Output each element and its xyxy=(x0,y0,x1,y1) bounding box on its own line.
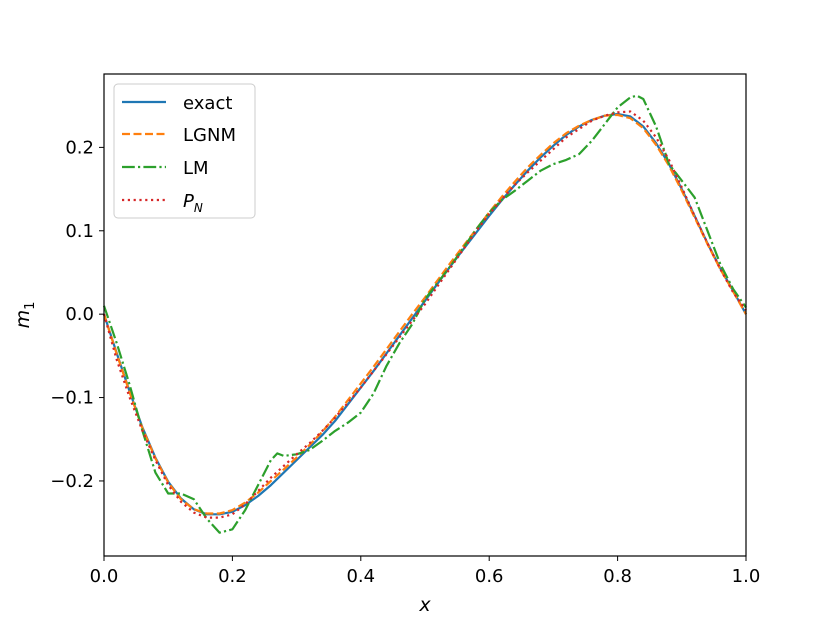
ticks-layer: 0.0 0.2 0.4 0.6 0.8 1.0 −0.2 −0.1 0.0 0.1 0.2 xyxy=(50,137,760,587)
x-tick-label: 0.4 xyxy=(346,566,375,587)
series-line-lgnm xyxy=(102,113,747,515)
x-tick-label: 0.6 xyxy=(475,566,504,587)
legend-label-lgnm: LGNM xyxy=(183,125,236,146)
x-axis-label: x xyxy=(418,594,431,616)
legend: exact LGNM LM PN xyxy=(113,83,256,219)
legend-entry-lgnm: LGNM xyxy=(122,125,236,146)
y-axis-label-sub: 1 xyxy=(23,302,38,310)
series-layer xyxy=(102,94,747,534)
x-tick-label: 0.8 xyxy=(603,566,632,587)
y-axis-label: m1 xyxy=(12,302,38,329)
y-tick-label: −0.1 xyxy=(50,388,94,409)
legend-box xyxy=(113,83,256,219)
y-tick-label: 0.1 xyxy=(65,221,94,242)
series-line-p-n xyxy=(102,110,747,519)
x-tick-label: 0.2 xyxy=(218,566,247,587)
legend-label-exact: exact xyxy=(183,93,232,114)
x-tick-label: 0.0 xyxy=(90,566,119,587)
plot-frame xyxy=(103,73,747,557)
legend-entry-pn: PN xyxy=(122,191,203,215)
legend-label-pn-sub: N xyxy=(194,201,203,215)
y-tick-label: 0.2 xyxy=(65,137,94,158)
legend-label-lm: LM xyxy=(183,158,209,179)
y-axis-label-main: m xyxy=(12,310,34,329)
legend-entry-lm: LM xyxy=(122,158,209,179)
y-tick-label: −0.2 xyxy=(50,471,94,492)
series-line-lm xyxy=(102,94,747,534)
legend-label-pn-main: P xyxy=(183,191,194,212)
legend-label-pn: PN xyxy=(183,191,203,215)
x-tick-label: 1.0 xyxy=(732,566,761,587)
legend-entry-exact: exact xyxy=(122,93,232,114)
y-tick-label: 0.0 xyxy=(65,304,94,325)
